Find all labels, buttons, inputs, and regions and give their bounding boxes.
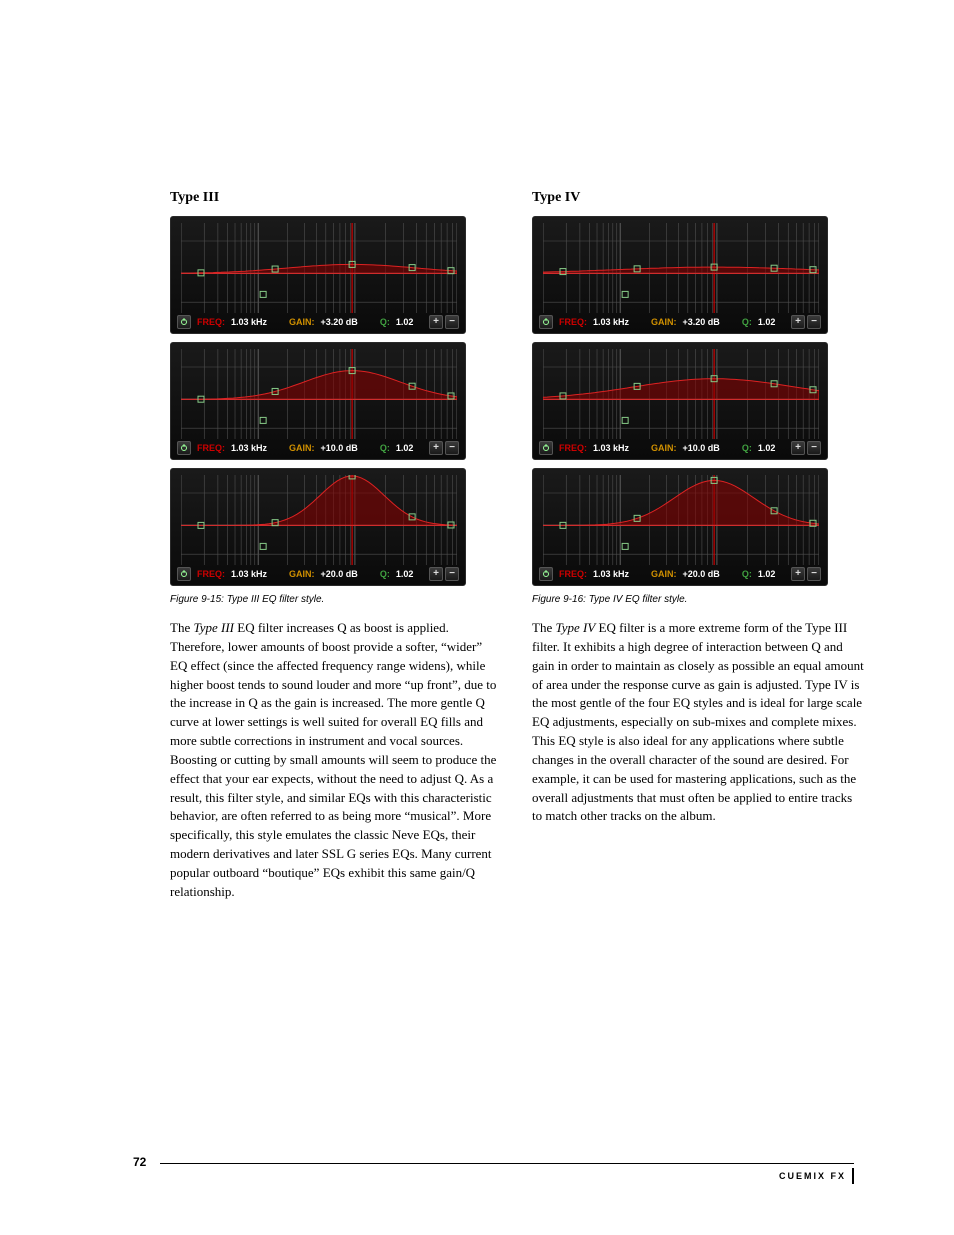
left-column: Type III FREQ: 1.03 kHz GAIN: +3.20 dB Q: 1.0… — [170, 190, 502, 902]
left-body-text: The Type III EQ filter increases Q as bo… — [170, 619, 502, 902]
power-button[interactable] — [177, 567, 191, 581]
gain-value[interactable]: +3.20 dB — [321, 317, 358, 327]
eq-panel: FREQ: 1.03 kHz GAIN: +3.20 dB Q: 1.02 +− — [532, 216, 828, 334]
page-footer: 72 CUEMIX FX — [0, 1163, 954, 1191]
eq-readout-bar: FREQ: 1.03 kHz GAIN: +3.20 dB Q: 1.02 +− — [171, 311, 465, 333]
q-label: Q: — [380, 569, 390, 579]
q-label: Q: — [742, 317, 752, 327]
figure-caption: Figure 9-16: Type IV EQ filter style. — [532, 594, 864, 605]
right-column: Type IV FREQ: 1.03 kHz GAIN: +3.20 dB Q: 1.02… — [532, 190, 864, 902]
freq-value[interactable]: 1.03 kHz — [231, 317, 267, 327]
figure-caption: Figure 9-15: Type III EQ filter style. — [170, 594, 502, 605]
footer-rule: CUEMIX FX — [160, 1163, 854, 1185]
gain-label: GAIN: — [289, 317, 315, 327]
right-body-text: The Type IV EQ filter is a more extreme … — [532, 619, 864, 826]
gain-value[interactable]: +3.20 dB — [683, 317, 720, 327]
eq-graph — [181, 475, 457, 565]
zoom-out-button[interactable]: − — [445, 315, 459, 329]
eq-graph — [543, 223, 819, 313]
right-eq-stack: FREQ:1.03 kHzGAIN:+3.20 dBQ:1.02+− FREQ:… — [532, 216, 864, 586]
freq-label: FREQ: — [559, 443, 587, 453]
q-label: Q: — [380, 443, 390, 453]
q-label: Q: — [380, 317, 390, 327]
q-value[interactable]: 1.02 — [758, 317, 776, 327]
gain-value[interactable]: +10.0 dB — [683, 443, 720, 453]
q-value[interactable]: 1.02 — [758, 569, 776, 579]
zoom-out-button[interactable]: − — [807, 567, 821, 581]
zoom-out-button[interactable]: − — [807, 441, 821, 455]
gain-value[interactable]: +20.0 dB — [321, 569, 358, 579]
gain-label: GAIN: — [651, 443, 677, 453]
q-value[interactable]: 1.02 — [758, 443, 776, 453]
freq-label: FREQ: — [559, 317, 587, 327]
eq-panel: FREQ: 1.03 kHz GAIN: +20.0 dB Q: 1.02 +− — [532, 468, 828, 586]
right-heading: Type IV — [532, 190, 864, 206]
zoom-out-button[interactable]: − — [445, 567, 459, 581]
zoom-in-button[interactable]: + — [429, 567, 443, 581]
eq-panel: FREQ: 1.03 kHz GAIN: +20.0 dB Q: 1.02 +− — [170, 468, 466, 586]
eq-graph — [543, 475, 819, 565]
freq-value[interactable]: 1.03 kHz — [593, 569, 629, 579]
q-value[interactable]: 1.02 — [396, 569, 414, 579]
gain-label: GAIN: — [289, 443, 315, 453]
left-eq-stack: FREQ:1.03 kHzGAIN:+3.20 dBQ:1.02+− FREQ:… — [170, 216, 502, 586]
gain-label: GAIN: — [651, 317, 677, 327]
q-label: Q: — [742, 569, 752, 579]
page-number: 72 — [133, 1155, 146, 1169]
gain-value[interactable]: +20.0 dB — [683, 569, 720, 579]
eq-panel: FREQ: 1.03 kHz GAIN: +3.20 dB Q: 1.02 +− — [170, 216, 466, 334]
eq-graph — [181, 223, 457, 313]
eq-readout-bar: FREQ: 1.03 kHz GAIN: +20.0 dB Q: 1.02 +− — [171, 563, 465, 585]
power-button[interactable] — [177, 441, 191, 455]
zoom-in-button[interactable]: + — [791, 315, 805, 329]
freq-label: FREQ: — [197, 317, 225, 327]
eq-readout-bar: FREQ: 1.03 kHz GAIN: +3.20 dB Q: 1.02 +− — [533, 311, 827, 333]
eq-graph — [181, 349, 457, 439]
freq-label: FREQ: — [197, 443, 225, 453]
freq-value[interactable]: 1.03 kHz — [593, 317, 629, 327]
eq-readout-bar: FREQ: 1.03 kHz GAIN: +20.0 dB Q: 1.02 +− — [533, 563, 827, 585]
eq-panel: FREQ: 1.03 kHz GAIN: +10.0 dB Q: 1.02 +− — [170, 342, 466, 460]
eq-graph — [543, 349, 819, 439]
freq-label: FREQ: — [559, 569, 587, 579]
eq-readout-bar: FREQ: 1.03 kHz GAIN: +10.0 dB Q: 1.02 +− — [171, 437, 465, 459]
chapter-label: CUEMIX FX — [779, 1168, 854, 1184]
zoom-in-button[interactable]: + — [429, 441, 443, 455]
q-label: Q: — [742, 443, 752, 453]
zoom-out-button[interactable]: − — [445, 441, 459, 455]
power-button[interactable] — [539, 441, 553, 455]
freq-value[interactable]: 1.03 kHz — [231, 569, 267, 579]
freq-value[interactable]: 1.03 kHz — [593, 443, 629, 453]
freq-label: FREQ: — [197, 569, 225, 579]
gain-value[interactable]: +10.0 dB — [321, 443, 358, 453]
zoom-out-button[interactable]: − — [807, 315, 821, 329]
eq-readout-bar: FREQ: 1.03 kHz GAIN: +10.0 dB Q: 1.02 +− — [533, 437, 827, 459]
left-heading: Type III — [170, 190, 502, 206]
power-button[interactable] — [539, 567, 553, 581]
gain-label: GAIN: — [289, 569, 315, 579]
gain-label: GAIN: — [651, 569, 677, 579]
zoom-in-button[interactable]: + — [791, 567, 805, 581]
zoom-in-button[interactable]: + — [429, 315, 443, 329]
q-value[interactable]: 1.02 — [396, 317, 414, 327]
zoom-in-button[interactable]: + — [791, 441, 805, 455]
eq-panel: FREQ: 1.03 kHz GAIN: +10.0 dB Q: 1.02 +− — [532, 342, 828, 460]
power-button[interactable] — [539, 315, 553, 329]
freq-value[interactable]: 1.03 kHz — [231, 443, 267, 453]
power-button[interactable] — [177, 315, 191, 329]
q-value[interactable]: 1.02 — [396, 443, 414, 453]
